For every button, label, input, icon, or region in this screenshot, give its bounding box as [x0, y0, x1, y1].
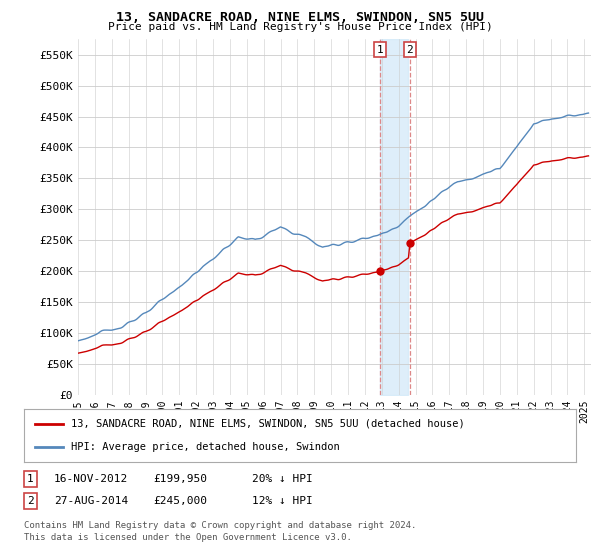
Text: This data is licensed under the Open Government Licence v3.0.: This data is licensed under the Open Gov… — [24, 533, 352, 542]
Text: 1: 1 — [376, 45, 383, 54]
Text: 12% ↓ HPI: 12% ↓ HPI — [252, 496, 313, 506]
Text: 13, SANDACRE ROAD, NINE ELMS, SWINDON, SN5 5UU (detached house): 13, SANDACRE ROAD, NINE ELMS, SWINDON, S… — [71, 419, 464, 429]
Text: 13, SANDACRE ROAD, NINE ELMS, SWINDON, SN5 5UU: 13, SANDACRE ROAD, NINE ELMS, SWINDON, S… — [116, 11, 484, 24]
Text: Price paid vs. HM Land Registry's House Price Index (HPI): Price paid vs. HM Land Registry's House … — [107, 22, 493, 32]
Text: 27-AUG-2014: 27-AUG-2014 — [54, 496, 128, 506]
Text: 16-NOV-2012: 16-NOV-2012 — [54, 474, 128, 484]
Text: Contains HM Land Registry data © Crown copyright and database right 2024.: Contains HM Land Registry data © Crown c… — [24, 521, 416, 530]
Text: 20% ↓ HPI: 20% ↓ HPI — [252, 474, 313, 484]
Text: 2: 2 — [406, 45, 413, 54]
Text: £245,000: £245,000 — [153, 496, 207, 506]
Text: 2: 2 — [27, 496, 34, 506]
Text: HPI: Average price, detached house, Swindon: HPI: Average price, detached house, Swin… — [71, 442, 340, 452]
Text: £199,950: £199,950 — [153, 474, 207, 484]
Text: 1: 1 — [27, 474, 34, 484]
